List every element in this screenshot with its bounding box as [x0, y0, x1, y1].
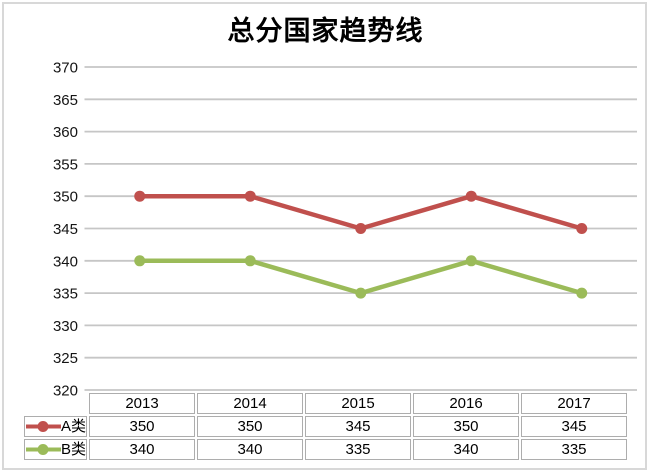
- value-cell: 340: [89, 439, 196, 460]
- value-cell: 350: [197, 416, 304, 437]
- chart-title: 总分国家趋势线: [227, 16, 424, 47]
- legend-cell-series-b: B类: [24, 439, 88, 460]
- data-point-marker: [244, 255, 256, 267]
- data-point-marker: [355, 223, 367, 234]
- year-header-cell: 2016: [413, 393, 520, 414]
- data-point-marker: [134, 255, 146, 267]
- data-point-marker: [244, 190, 256, 202]
- value-cell: 340: [197, 439, 304, 460]
- year-header-cell: 2014: [197, 393, 304, 414]
- y-axis-tick-label: 360: [53, 124, 78, 141]
- value-cell: 350: [413, 416, 520, 437]
- value-cell: 340: [413, 439, 520, 460]
- series-b-legend-key-icon: [26, 444, 61, 455]
- value-cell: 350: [89, 416, 196, 437]
- y-axis-tick-label: 370: [53, 60, 78, 77]
- y-axis-tick-label: 340: [53, 253, 78, 270]
- data-point-marker: [576, 223, 588, 234]
- data-point-marker: [576, 287, 588, 299]
- series-a-legend-key-icon: [26, 421, 61, 432]
- data-point-marker: [465, 255, 477, 267]
- y-axis-tick-label: 350: [53, 189, 78, 206]
- y-axis-tick-label: 320: [53, 383, 78, 400]
- year-header-cell: 2017: [521, 393, 628, 414]
- table-corner-cell: [24, 393, 87, 414]
- y-axis-tick-label: 330: [53, 318, 78, 335]
- series-b-label: B类: [61, 441, 87, 458]
- table-header-row: 2013 2014 2015 2016 2017: [24, 393, 628, 414]
- y-axis-tick-label: 325: [53, 350, 78, 367]
- y-axis-tick-label: 345: [53, 221, 78, 238]
- legend-cell-series-a: A类: [24, 416, 88, 437]
- y-axis-tick-label: 335: [53, 286, 78, 303]
- value-cell: 335: [521, 439, 628, 460]
- data-point-marker: [355, 287, 367, 299]
- value-cell: 345: [305, 416, 412, 437]
- value-cell: 345: [521, 416, 628, 437]
- data-point-marker: [465, 190, 477, 202]
- table-row-series-b: B类 340 340 335 340 335: [24, 439, 628, 460]
- data-table: 2013 2014 2015 2016 2017 A类 350 350 345 …: [22, 391, 629, 462]
- data-point-marker: [134, 190, 146, 202]
- y-axis-tick-label: 365: [53, 92, 78, 109]
- table-row-series-a: A类 350 350 345 350 345: [24, 416, 628, 437]
- value-cell: 335: [305, 439, 412, 460]
- y-axis-tick-label: 355: [53, 156, 78, 173]
- year-header-cell: 2015: [305, 393, 412, 414]
- year-header-cell: 2013: [89, 393, 196, 414]
- series-a-label: A类: [61, 418, 87, 435]
